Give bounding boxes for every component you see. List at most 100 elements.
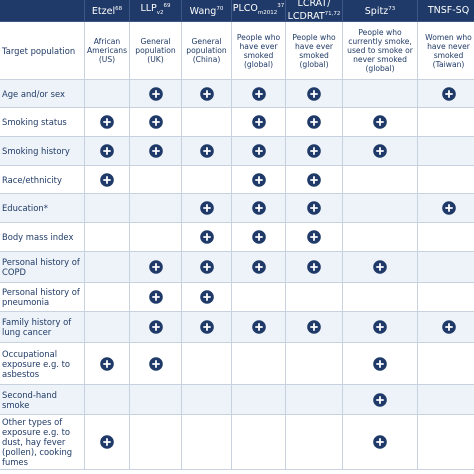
- text: LCRAT/ LCDRAT: [287, 0, 331, 22]
- included-icon: [199, 290, 214, 304]
- included-icon: [373, 356, 387, 371]
- included-icon: [100, 435, 114, 449]
- text: Education*: [2, 203, 48, 213]
- cell: [343, 137, 418, 166]
- included-icon: [199, 320, 214, 334]
- column-header: PLCOm201237: [232, 0, 286, 22]
- text: Spitz: [364, 6, 389, 18]
- cell: [286, 223, 343, 252]
- column-header: LLPv269: [130, 0, 182, 22]
- text: 37: [277, 3, 285, 10]
- cell: [232, 194, 286, 223]
- header-text: LCRAT/ LCDRAT71,72: [286, 0, 342, 22]
- text: 73: [388, 5, 396, 12]
- cell: [130, 385, 182, 415]
- cell: [286, 194, 343, 223]
- row-label: Body mass index: [0, 223, 85, 252]
- cell: [182, 312, 232, 343]
- included-icon: [251, 260, 266, 274]
- cell: [85, 194, 130, 223]
- row-label: Occupational exposure e.g. to asbestos: [0, 343, 85, 385]
- cell: [130, 137, 182, 166]
- cell: [418, 252, 474, 283]
- cell: [130, 252, 182, 283]
- cell: [418, 166, 474, 194]
- cell: [232, 166, 286, 194]
- text: 71,72: [324, 11, 341, 18]
- included-icon: [307, 320, 321, 334]
- cell: [232, 415, 286, 470]
- target-cell: Women who have never smoked (Taiwan): [418, 22, 474, 80]
- included-icon: [148, 290, 163, 304]
- cell: [85, 166, 130, 194]
- included-icon: [100, 356, 114, 371]
- cell: [85, 108, 130, 137]
- text: Etzel: [91, 6, 116, 18]
- text: Second-hand smoke: [2, 389, 57, 410]
- cell: [130, 223, 182, 252]
- text: Body mass index: [2, 232, 74, 242]
- column-header: TNSF-SQ: [418, 0, 474, 22]
- included-icon: [199, 260, 214, 274]
- cell: [182, 108, 232, 137]
- included-icon: [251, 144, 266, 158]
- included-icon: [148, 356, 163, 371]
- header-text: LLPv269: [140, 1, 170, 19]
- cell: [182, 137, 232, 166]
- cell: [418, 194, 474, 223]
- cell: [232, 137, 286, 166]
- text: People who have ever smoked (global): [292, 32, 336, 69]
- cell: [418, 223, 474, 252]
- cell: [418, 80, 474, 108]
- included-icon: [251, 230, 266, 244]
- cell: [418, 415, 474, 470]
- cell: [343, 343, 418, 385]
- cell: [130, 283, 182, 312]
- cell: [85, 80, 130, 108]
- included-icon: [148, 115, 163, 129]
- cell: [85, 223, 130, 252]
- cell: [85, 385, 130, 415]
- cell: [130, 108, 182, 137]
- text: Women who have never smoked (Taiwan): [425, 32, 472, 69]
- header-text: Wang70: [190, 4, 224, 17]
- included-icon: [148, 144, 163, 158]
- cell: [232, 80, 286, 108]
- cell: [418, 283, 474, 312]
- target-cell: People who have ever smoked (global): [232, 22, 286, 80]
- cell: [418, 312, 474, 343]
- text: Occupational exposure e.g. to asbestos: [2, 348, 71, 379]
- header-text: TNSF-SQ: [428, 5, 469, 16]
- cell: [182, 194, 232, 223]
- cell: [286, 166, 343, 194]
- included-icon: [307, 86, 321, 101]
- cell: [343, 223, 418, 252]
- included-icon: [307, 115, 321, 129]
- cell: [182, 80, 232, 108]
- cell: [182, 223, 232, 252]
- text: People who have ever smoked (global): [236, 32, 281, 69]
- text: 68: [115, 5, 123, 12]
- row-label: Age and/or sex: [0, 80, 85, 108]
- included-icon: [148, 260, 163, 274]
- included-icon: [251, 201, 266, 215]
- cell: [182, 283, 232, 312]
- text: LLP: [140, 3, 157, 15]
- text: TNSF-SQ: [427, 5, 470, 16]
- cell: [232, 223, 286, 252]
- included-icon: [100, 172, 114, 187]
- header-cell: [0, 0, 85, 22]
- cell: [182, 415, 232, 470]
- row-label: Smoking status: [0, 108, 85, 137]
- cell: [286, 385, 343, 415]
- row-label: Personal history of COPD: [0, 252, 85, 283]
- text: Personal history of COPD: [2, 257, 80, 277]
- row-label: Smoking history: [0, 137, 85, 166]
- cell: [232, 385, 286, 415]
- cell: [232, 343, 286, 385]
- text: Wang: [189, 6, 217, 18]
- cell: [343, 283, 418, 312]
- row-label: Target population: [0, 22, 85, 80]
- cell: [130, 312, 182, 343]
- column-header: Etzel68: [85, 0, 130, 22]
